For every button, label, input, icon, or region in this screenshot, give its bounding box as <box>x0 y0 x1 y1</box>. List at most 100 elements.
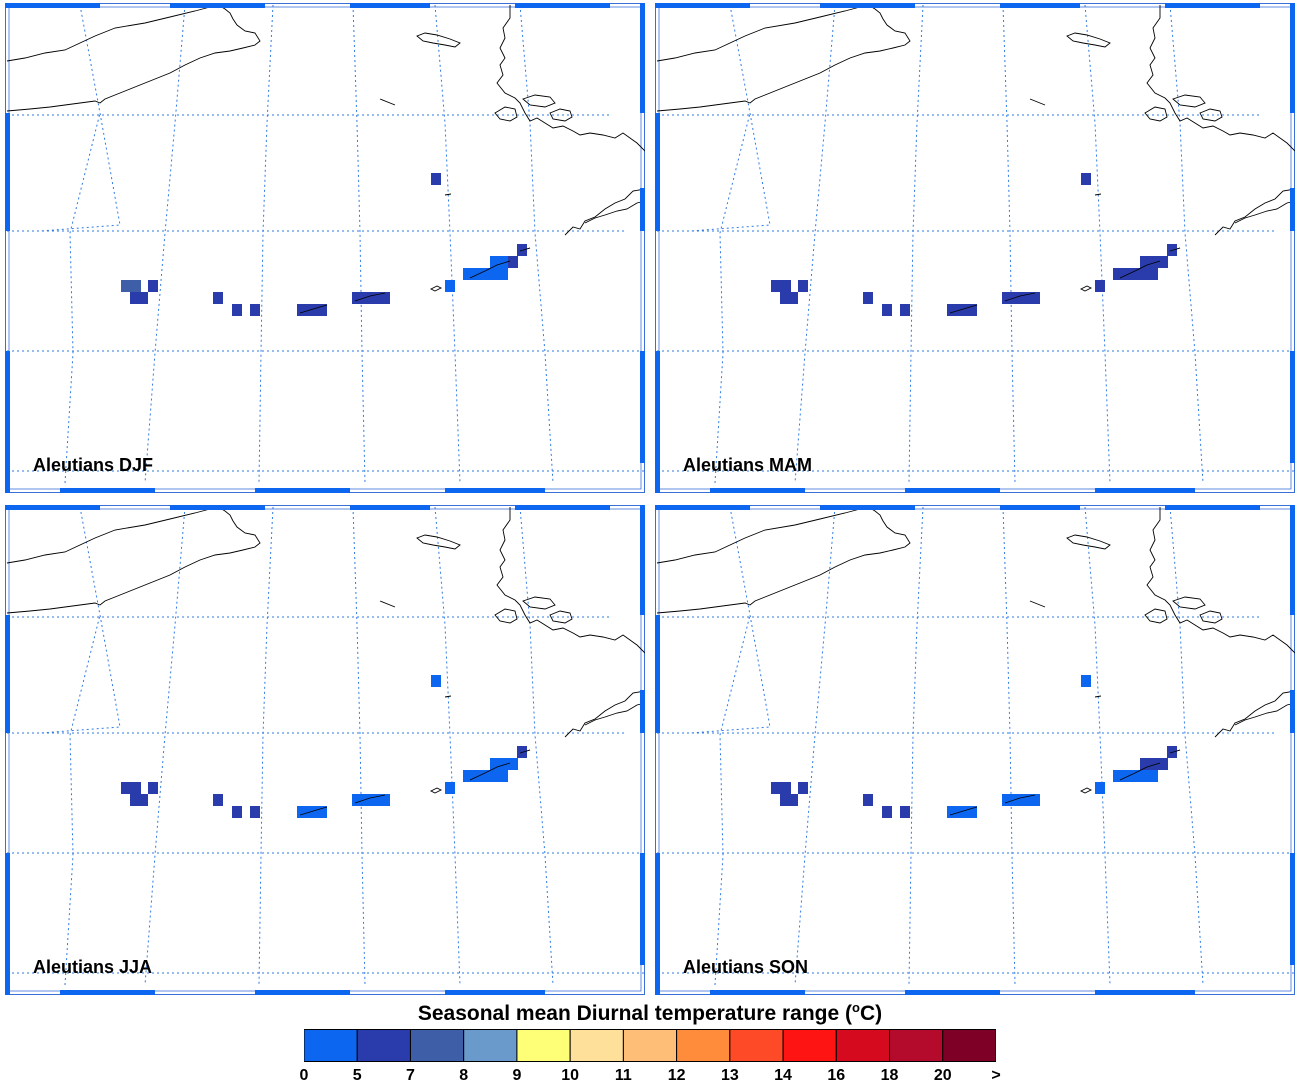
grid-cell <box>490 758 508 770</box>
colorbar-swatch <box>356 1029 411 1062</box>
grid-cell <box>232 806 242 818</box>
colorbar-swatch <box>942 1029 996 1062</box>
colorbar-swatch <box>569 1029 624 1062</box>
grid-cell <box>1140 256 1158 268</box>
map-panel-son: Aleutians SON <box>655 505 1295 995</box>
graticule <box>657 4 1295 484</box>
panel-label: Aleutians MAM <box>683 455 813 475</box>
grid-cell <box>1002 794 1040 806</box>
grid-cell <box>771 782 791 794</box>
grid-cell <box>1140 268 1158 280</box>
grid-cell <box>250 304 260 316</box>
grid-cell <box>148 782 158 794</box>
grid-cell <box>490 256 508 268</box>
grid-cell <box>1140 758 1158 770</box>
grid-cell <box>1095 280 1105 292</box>
frame-accent <box>5 3 645 493</box>
colorbar-swatch <box>304 1029 358 1062</box>
grid-cell <box>900 806 910 818</box>
grid-cell <box>947 304 977 316</box>
map-canvas <box>5 3 645 493</box>
colorbar-swatch <box>782 1029 837 1062</box>
colorbar-tick-label: 16 <box>827 1067 846 1084</box>
colorbar-tick-label: 20 <box>933 1067 952 1084</box>
map-frame <box>5 505 645 995</box>
grid-cell <box>130 794 148 806</box>
grid-cell <box>798 782 808 794</box>
colorbar-tick-label: 0 <box>299 1067 309 1084</box>
colorbar-tick-label: 10 <box>561 1067 580 1084</box>
panel-label: Aleutians JJA <box>33 957 153 977</box>
colorbar-tick-label: 9 <box>512 1067 522 1084</box>
grid-cell <box>490 770 508 782</box>
grid-cell <box>780 292 798 304</box>
grid-cell <box>882 806 892 818</box>
dtr-grid-cells <box>771 675 1177 818</box>
frame-accent <box>5 505 645 995</box>
grid-cell <box>490 268 508 280</box>
map-frame <box>655 505 1295 995</box>
map-panel-mam: Aleutians MAM <box>655 3 1295 493</box>
panel-label: Aleutians DJF <box>33 455 154 475</box>
grid-cell <box>297 806 327 818</box>
map-canvas <box>655 505 1295 995</box>
grid-cell <box>798 280 808 292</box>
grid-cell <box>232 304 242 316</box>
grid-cell <box>250 806 260 818</box>
colorbar-tick-label: 5 <box>352 1067 362 1084</box>
colorbar <box>304 1029 996 1062</box>
grid-cell <box>1081 675 1091 687</box>
graticule <box>7 506 645 986</box>
grid-cell <box>771 280 791 292</box>
grid-cell <box>352 794 390 806</box>
map-panel-djf: Aleutians DJF <box>5 3 645 493</box>
colorbar-swatch <box>463 1029 518 1062</box>
grid-cell <box>1140 770 1158 782</box>
colorbar-swatch <box>676 1029 731 1062</box>
grid-cell <box>431 173 441 185</box>
grid-cell <box>1158 256 1168 268</box>
colorbar-swatch <box>516 1029 571 1062</box>
grid-cell <box>213 794 223 806</box>
grid-cell <box>445 280 455 292</box>
grid-cell <box>130 292 148 304</box>
grid-cell <box>508 256 518 268</box>
grid-cell <box>900 304 910 316</box>
grid-cell <box>431 675 441 687</box>
dtr-grid-cells <box>121 173 527 316</box>
grid-cell <box>352 292 390 304</box>
grid-cell <box>148 280 158 292</box>
colorbar-tick-label: > <box>991 1067 1001 1084</box>
map-canvas <box>655 3 1295 493</box>
colorbar-tick-label: 8 <box>459 1067 469 1084</box>
grid-cell <box>780 794 798 806</box>
grid-cell <box>121 280 141 292</box>
colorbar-swatch <box>622 1029 678 1062</box>
colorbar-tick-label: 11 <box>614 1067 632 1084</box>
graticule <box>657 506 1295 986</box>
grid-cell <box>1002 292 1040 304</box>
grid-cell <box>882 304 892 316</box>
colorbar-swatch <box>835 1029 891 1062</box>
colorbar-tick-label: 7 <box>406 1067 415 1084</box>
grid-cell <box>445 782 455 794</box>
grid-cell <box>1158 758 1168 770</box>
grid-cell <box>297 304 327 316</box>
grid-cell <box>863 292 873 304</box>
frame-accent <box>655 3 1295 493</box>
frame-accent <box>655 505 1295 995</box>
colorbar-swatch <box>889 1029 944 1062</box>
grid-cell <box>121 782 141 794</box>
colorbar-swatch <box>729 1029 784 1062</box>
grid-cell <box>863 794 873 806</box>
colorbar-tick-label: 12 <box>667 1067 686 1084</box>
grid-cell <box>213 292 223 304</box>
colorbar-tick-label: 14 <box>774 1067 792 1084</box>
graticule <box>7 4 645 484</box>
panel-label: Aleutians SON <box>683 957 809 977</box>
colorbar-tick-label: 18 <box>880 1067 899 1084</box>
grid-cell <box>1095 782 1105 794</box>
legend-title: Seasonal mean Diurnal temperature range … <box>417 1000 883 1025</box>
map-frame <box>5 3 645 493</box>
grid-cell <box>947 806 977 818</box>
